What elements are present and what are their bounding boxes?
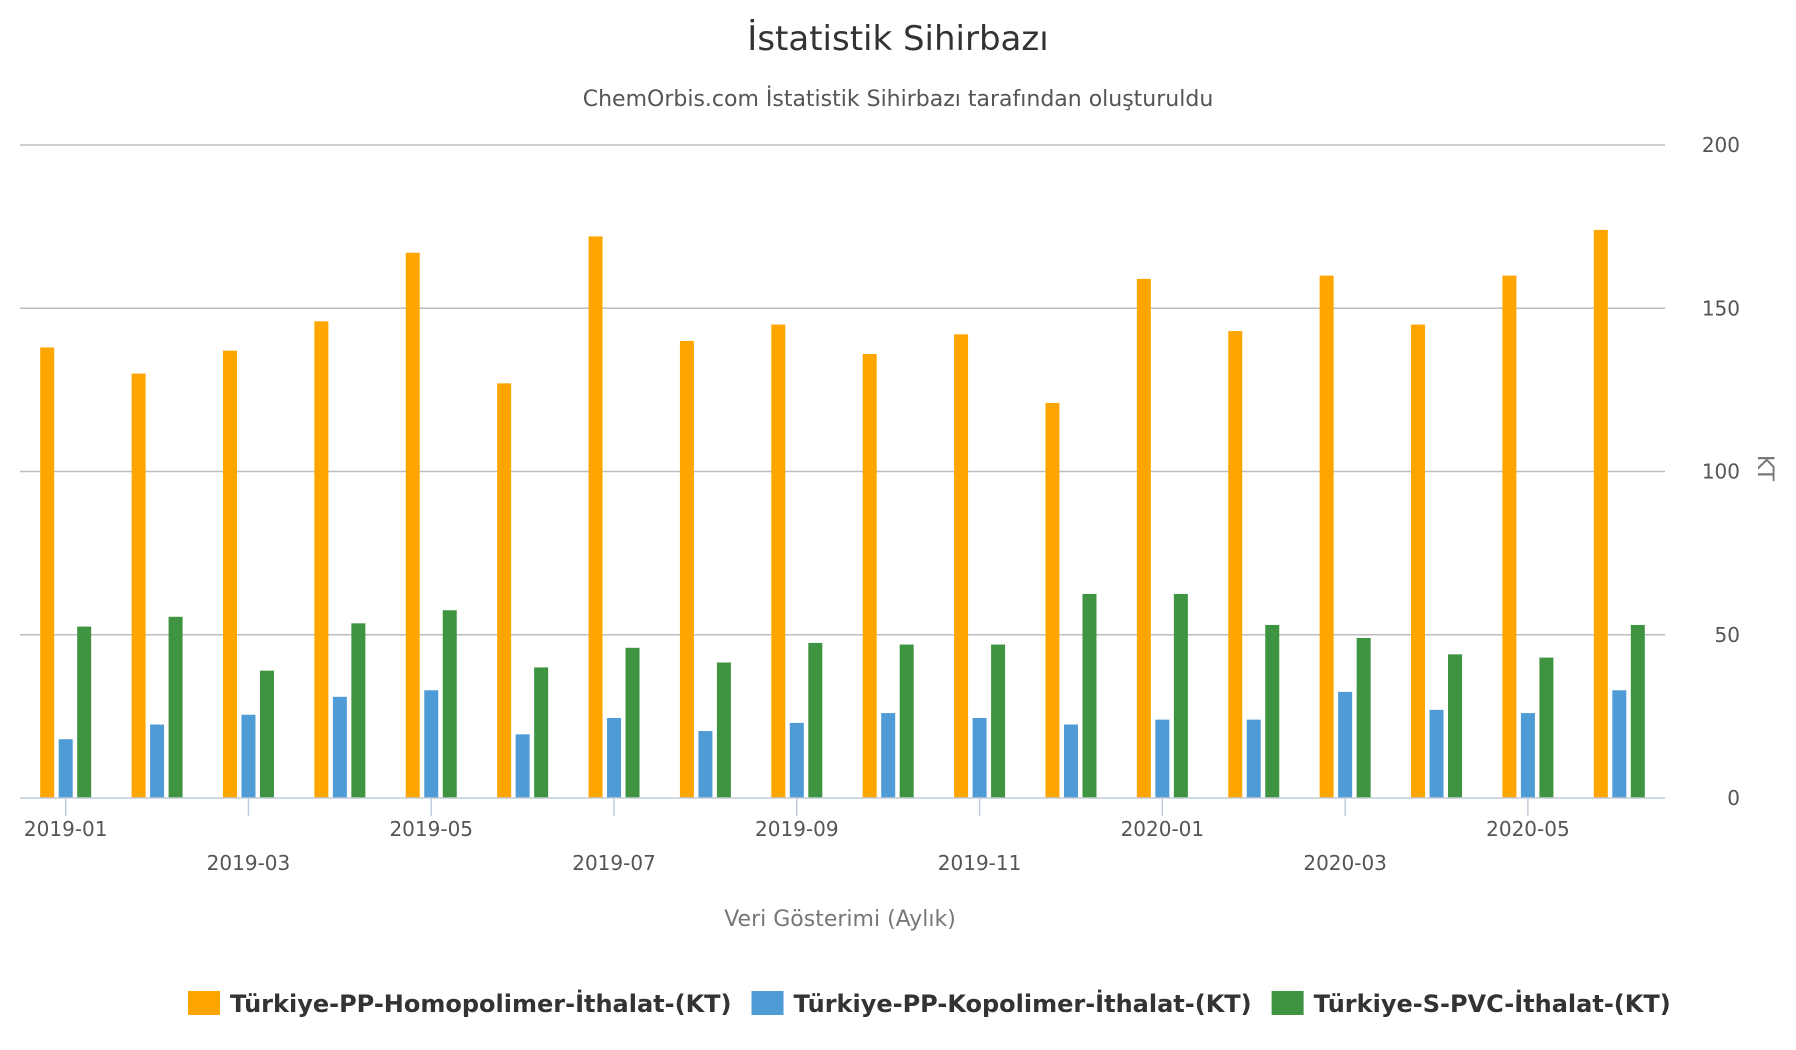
x-tick-label: 2020-05: [1486, 817, 1570, 841]
bar-3-2019-03: [259, 670, 274, 798]
x-tick-label: 2019-07: [572, 851, 656, 875]
bar-3-2019-12: [1082, 593, 1097, 798]
bar-3-2020-03: [1356, 638, 1371, 798]
bar-1-2020-03: [1319, 275, 1334, 799]
legend-item[interactable]: Türkiye-PP-Kopolimer-İthalat-(KT): [751, 989, 1252, 1018]
bar-3-2020-01: [1173, 593, 1188, 798]
x-tick-label: 2019-11: [938, 851, 1022, 875]
bar-3-2019-08: [716, 662, 731, 798]
bar-2-2019-02: [150, 724, 165, 798]
bar-3-2020-05: [1539, 657, 1554, 798]
bar-2-2019-05: [424, 690, 439, 798]
bar-1-2019-10: [862, 353, 877, 798]
legend-swatch: [751, 991, 784, 1015]
bar-3-2020-04: [1448, 654, 1463, 798]
y-tick-label: 200: [1702, 133, 1740, 157]
bar-1-2019-01: [40, 347, 55, 798]
bar-2-2019-09: [789, 722, 804, 798]
bar-1-2019-04: [314, 321, 329, 798]
bar-3-2019-10: [899, 644, 914, 798]
x-tick-label: 2020-03: [1303, 851, 1387, 875]
legend: Türkiye-PP-Homopolimer-İthalat-(KT) Türki…: [188, 989, 1671, 1018]
bar-2-2019-07: [607, 718, 622, 798]
bar-2-2020-02: [1246, 719, 1261, 798]
legend-item[interactable]: Türkiye-S-PVC-İthalat-(KT): [1271, 989, 1671, 1018]
bar-1-2019-08: [679, 340, 694, 798]
legend-swatch: [188, 991, 220, 1015]
bar-3-2019-07: [625, 647, 640, 798]
bar-3-2019-01: [77, 626, 92, 798]
bar-1-2020-05: [1502, 275, 1517, 799]
bar-1-2019-06: [497, 383, 512, 798]
bar-3-2019-05: [442, 610, 457, 798]
x-tick-label: 2019-09: [755, 817, 839, 841]
bar-3-2019-06: [534, 667, 549, 798]
bar-2-2019-11: [972, 718, 987, 798]
y-tick-label: 50: [1715, 623, 1740, 647]
x-tick-label: 2020-01: [1121, 817, 1205, 841]
bar-3-2019-11: [991, 644, 1006, 798]
bar-2-2020-05: [1520, 713, 1535, 798]
bar-1-2020-01: [1136, 278, 1151, 798]
bar-2-2019-12: [1063, 724, 1078, 798]
bar-3-2019-02: [168, 616, 183, 798]
bar-2-2020-03: [1338, 691, 1353, 798]
gridlines: [20, 144, 1665, 636]
bar-2-2019-08: [698, 731, 713, 798]
y-axis-title: KT: [1752, 455, 1777, 482]
legend-label: Türkiye-PP-Kopolimer-İthalat-(KT): [794, 989, 1252, 1018]
bar-1-2020-02: [1228, 331, 1243, 798]
legend-label: Türkiye-PP-Homopolimer-İthalat-(KT): [230, 989, 732, 1018]
chart-title: İstatistik Sihirbazı: [747, 19, 1048, 59]
bar-1-2019-11: [954, 334, 969, 798]
bar-3-2020-02: [1265, 624, 1280, 798]
bars: [40, 229, 1645, 799]
bar-3-2019-09: [808, 642, 823, 798]
bar-1-2020-06: [1593, 229, 1608, 798]
x-tick-label: 2019-01: [24, 817, 108, 841]
bar-2-2020-04: [1429, 709, 1444, 798]
legend-label: Türkiye-S-PVC-İthalat-(KT): [1314, 989, 1671, 1018]
bar-1-2019-12: [1045, 402, 1060, 798]
legend-swatch: [1271, 991, 1304, 1015]
bar-2-2019-06: [515, 734, 530, 798]
x-axis: 2019-01 2019-03 2019-05 2019-07 2019-09 2019-…: [20, 797, 1665, 875]
bar-2-2020-06: [1612, 690, 1627, 798]
bar-2-2019-10: [881, 713, 896, 798]
bar-1-2019-03: [222, 350, 237, 798]
bar-2-2019-03: [241, 714, 256, 798]
y-tick-label: 0: [1727, 786, 1740, 810]
chart-subtitle: ChemOrbis.com İstatistik Sihirbazı taraf…: [583, 86, 1214, 112]
bar-2-2020-01: [1155, 719, 1170, 798]
bar-3-2020-06: [1630, 624, 1645, 798]
bar-2-2019-01: [58, 739, 73, 798]
x-tick-label: 2019-03: [207, 851, 291, 875]
bar-2-2019-04: [332, 696, 347, 798]
y-tick-label: 150: [1702, 296, 1740, 320]
x-axis-title: Veri Gösterimi (Aylık): [724, 907, 956, 932]
bar-1-2020-04: [1411, 324, 1426, 798]
y-tick-label: 100: [1702, 460, 1740, 484]
y-axis-ticks: 0 50 100 150 200: [1702, 133, 1740, 810]
bar-3-2019-04: [351, 623, 366, 798]
x-tick-label: 2019-05: [389, 817, 473, 841]
bar-1-2019-02: [131, 373, 146, 798]
bar-1-2019-09: [771, 324, 786, 798]
bar-1-2019-07: [588, 236, 603, 799]
legend-item[interactable]: Türkiye-PP-Homopolimer-İthalat-(KT): [188, 989, 732, 1018]
bar-1-2019-05: [405, 252, 420, 798]
